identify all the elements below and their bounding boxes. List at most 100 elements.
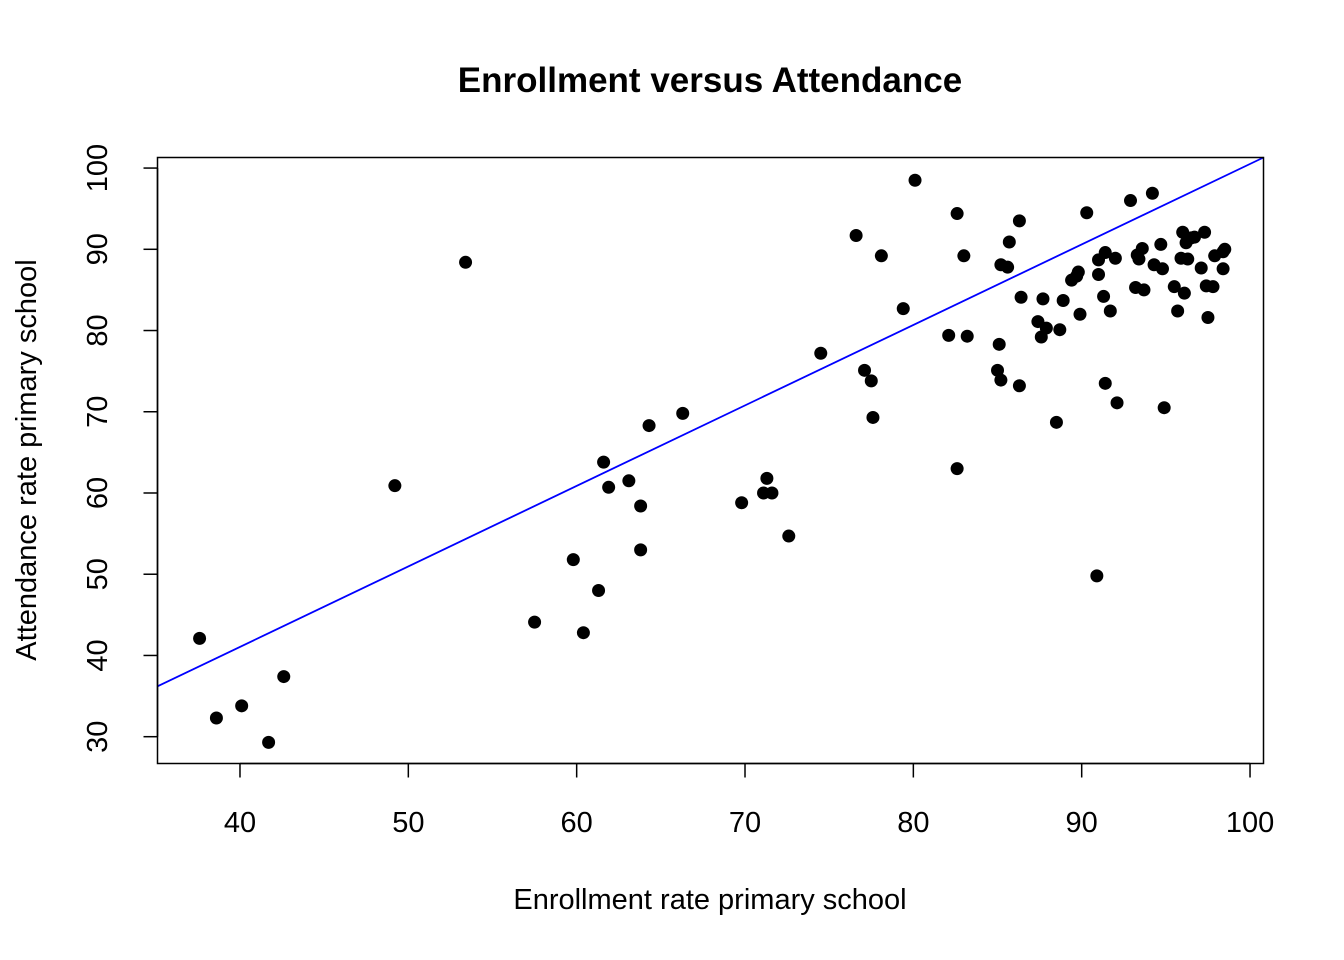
data-point-60 (1097, 289, 1111, 303)
data-point-38 (994, 373, 1008, 387)
data-point-70 (1135, 241, 1149, 255)
data-point-30 (908, 173, 922, 187)
data-point-74 (1154, 237, 1168, 251)
data-point-78 (1171, 304, 1185, 318)
regression-line (157, 156, 1264, 688)
data-point-25 (858, 363, 872, 377)
data-point-64 (1108, 251, 1122, 265)
data-point-14 (634, 499, 648, 513)
y-tick-label-7: 100 (82, 144, 114, 192)
data-point-90 (1206, 280, 1220, 294)
data-point-72 (1145, 186, 1159, 200)
data-point-3 (262, 735, 276, 749)
plot-area-border (156, 156, 1265, 765)
data-point-66 (1124, 194, 1138, 208)
data-point-94 (1218, 242, 1232, 256)
data-point-0 (193, 631, 207, 645)
data-point-37 (992, 337, 1006, 351)
data-point-20 (760, 471, 774, 485)
data-point-26 (864, 374, 878, 388)
data-point-76 (1157, 401, 1171, 415)
data-point-81 (1177, 286, 1191, 300)
fit-line-layer (157, 156, 1264, 688)
data-point-5 (388, 479, 402, 493)
data-point-69 (1132, 252, 1146, 266)
data-point-83 (1181, 252, 1195, 266)
data-point-77 (1167, 280, 1181, 294)
data-point-21 (765, 486, 779, 500)
x-axis: 40 50 60 70 80 90 100 (224, 762, 1274, 839)
data-point-58 (1092, 267, 1106, 281)
data-point-6 (459, 255, 473, 269)
data-point-13 (622, 474, 636, 488)
data-point-7 (528, 615, 542, 629)
points-layer (193, 173, 1232, 749)
x-tick-label-3: 70 (729, 807, 761, 839)
data-point-1 (209, 711, 223, 725)
data-point-92 (1216, 262, 1230, 276)
x-tick-label-5: 90 (1066, 807, 1098, 839)
data-point-62 (1098, 376, 1112, 390)
data-point-71 (1137, 283, 1151, 297)
data-point-33 (950, 462, 964, 476)
x-tick-label-1: 50 (392, 807, 424, 839)
y-tick-label-5: 80 (82, 314, 114, 346)
data-point-89 (1201, 311, 1215, 325)
data-point-43 (1012, 379, 1026, 393)
y-tick-label-3: 60 (82, 477, 114, 509)
x-tick-label-2: 60 (561, 807, 593, 839)
data-point-27 (866, 410, 880, 424)
data-point-22 (782, 529, 796, 543)
data-point-28 (874, 249, 888, 263)
y-tick-label-0: 30 (82, 721, 114, 753)
data-point-56 (1080, 206, 1094, 220)
data-point-61 (1098, 246, 1112, 260)
data-point-48 (1039, 321, 1053, 335)
data-point-24 (849, 228, 863, 242)
data-point-49 (1049, 415, 1063, 429)
data-point-17 (676, 406, 690, 420)
data-point-31 (942, 328, 956, 342)
y-tick-label-2: 50 (82, 558, 114, 590)
y-tick-label-1: 40 (82, 639, 114, 671)
data-point-12 (602, 480, 616, 494)
chart-title: Enrollment versus Attendance (458, 61, 962, 100)
data-point-87 (1198, 225, 1212, 239)
data-point-2 (235, 699, 249, 713)
data-point-15 (634, 543, 648, 557)
data-point-11 (597, 455, 611, 469)
x-axis-label: Enrollment rate primary school (513, 884, 906, 916)
y-tick-label-4: 70 (82, 396, 114, 428)
data-point-41 (1002, 235, 1016, 249)
data-point-86 (1194, 261, 1208, 275)
data-point-32 (950, 207, 964, 221)
data-point-9 (576, 626, 590, 640)
x-tick-label-0: 40 (224, 807, 256, 839)
data-point-51 (1056, 293, 1070, 307)
y-axis-label: Attendance rate primary school (11, 259, 43, 660)
data-point-65 (1110, 396, 1124, 410)
x-tick-label-4: 80 (897, 807, 929, 839)
data-point-10 (592, 583, 606, 597)
data-point-23 (814, 346, 828, 360)
data-point-55 (1073, 307, 1087, 321)
data-point-34 (957, 249, 971, 263)
data-point-85 (1187, 230, 1201, 244)
data-point-8 (566, 553, 580, 567)
data-point-35 (960, 329, 974, 343)
data-point-40 (1001, 260, 1015, 274)
data-point-44 (1014, 290, 1028, 304)
data-point-54 (1071, 265, 1085, 279)
x-tick-label-6: 100 (1226, 807, 1274, 839)
y-tick-label-6: 90 (82, 233, 114, 265)
data-point-63 (1103, 304, 1117, 318)
data-point-50 (1053, 323, 1067, 337)
data-point-47 (1036, 292, 1050, 306)
data-point-57 (1090, 569, 1104, 583)
data-point-4 (277, 670, 291, 684)
data-point-16 (642, 419, 656, 433)
data-point-75 (1155, 262, 1169, 276)
data-point-29 (896, 302, 910, 316)
data-point-42 (1012, 214, 1026, 228)
